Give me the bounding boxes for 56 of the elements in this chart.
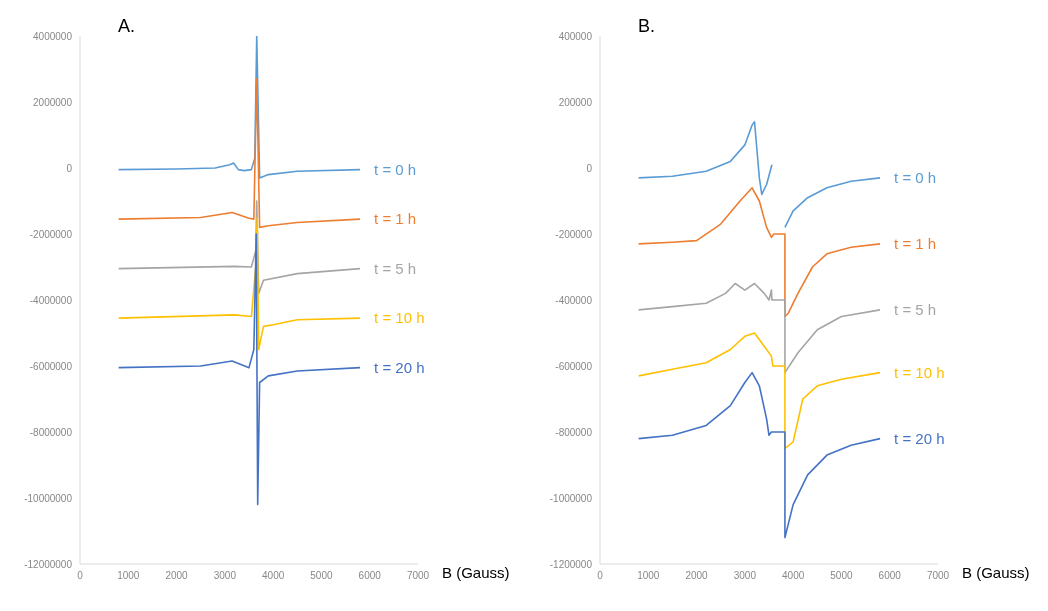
line-series [637, 282, 881, 374]
series-label: t = 20 h [374, 358, 425, 376]
x-tick-label: 7000 [926, 570, 950, 582]
series-label: t = 5 h [894, 300, 937, 318]
line-series [117, 233, 361, 506]
y-tick-label: -200000 [555, 228, 593, 240]
line-series [637, 371, 881, 539]
y-tick-label: 200000 [558, 96, 593, 108]
x-tick-label: 5000 [310, 570, 333, 582]
y-tick-label: -8000000 [29, 426, 73, 438]
line-series [117, 78, 361, 229]
x-tick-label: 0 [77, 570, 84, 582]
y-tick-label: 2000000 [33, 96, 73, 108]
x-tick-label: 1000 [117, 570, 140, 582]
line-series [637, 187, 881, 318]
x-tick-label: 4000 [782, 570, 805, 582]
y-tick-label: -4000000 [29, 294, 73, 306]
series-label: t = 0 h [894, 168, 937, 186]
y-tick-label: -600000 [555, 360, 593, 372]
series-label: t = 10 h [894, 363, 945, 381]
y-tick-label: 0 [66, 162, 73, 174]
y-tick-label: -6000000 [29, 360, 73, 372]
x-tick-label: 3000 [213, 570, 237, 582]
series-label: t = 1 h [374, 210, 417, 228]
x-tick-label: 2000 [685, 570, 709, 582]
x-tick-label: 0 [597, 570, 604, 582]
x-tick-label: 1000 [637, 570, 660, 582]
y-tick-label: -400000 [555, 294, 593, 306]
x-tick-label: 4000 [262, 570, 285, 582]
chart-title: B. [638, 16, 656, 37]
y-tick-label: -2000000 [29, 228, 73, 240]
series-label: t = 0 h [374, 160, 417, 178]
line-series [117, 36, 361, 179]
series-label: t = 10 h [374, 309, 425, 327]
x-tick-label: 6000 [878, 570, 902, 582]
x-tick-label: 2000 [165, 570, 189, 582]
x-tick-label: 3000 [733, 570, 757, 582]
y-tick-label: 4000000 [33, 30, 73, 42]
chart-title: A. [118, 16, 136, 37]
series-label: t = 20 h [894, 429, 945, 447]
line-series [117, 216, 361, 351]
x-tick-label: 6000 [358, 570, 382, 582]
y-tick-label: -10000000 [24, 492, 73, 504]
y-tick-label: -800000 [555, 426, 593, 438]
x-axis-title: B (Gauss) [442, 564, 510, 581]
y-tick-label: 0 [586, 162, 593, 174]
series-label: t = 1 h [894, 234, 937, 252]
y-tick-label: -12000000 [24, 558, 73, 570]
x-tick-label: 5000 [830, 570, 853, 582]
y-tick-label: -1000000 [549, 492, 593, 504]
series-label: t = 5 h [374, 259, 417, 277]
x-axis-title: B (Gauss) [962, 564, 1030, 581]
y-tick-label: -1200000 [549, 558, 593, 570]
line-series [637, 332, 881, 450]
x-tick-label: 7000 [406, 570, 430, 582]
y-tick-label: 400000 [558, 30, 593, 42]
